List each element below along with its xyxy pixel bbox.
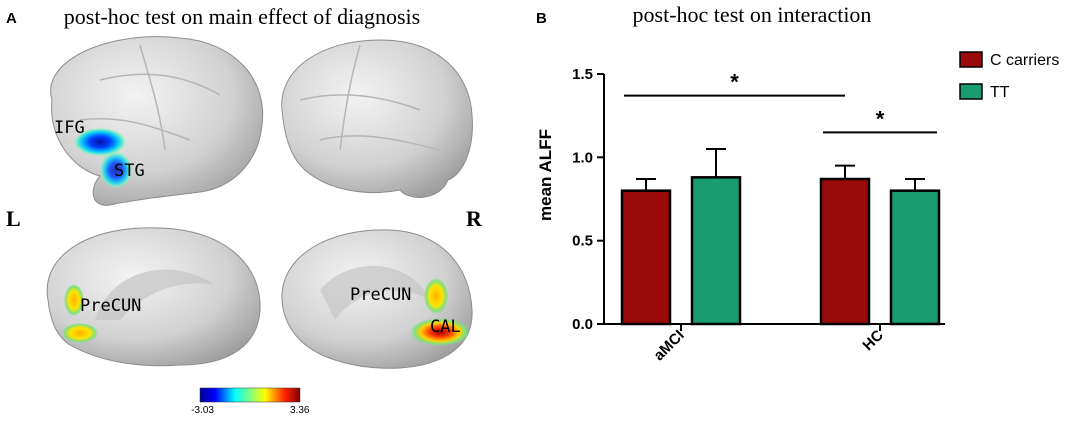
region-label-ifg: IFG bbox=[54, 118, 85, 138]
y-tick-label: 1.5 bbox=[572, 66, 593, 83]
region-label-cal: CAL bbox=[430, 317, 461, 337]
legend: C carriers TT bbox=[959, 51, 1059, 101]
plot-area: 0.0 0.5 1.0 1.5 aMCI HC * * bbox=[572, 66, 945, 364]
brain-left-lateral: IFG STG bbox=[50, 36, 264, 206]
legend-item-tt: TT bbox=[959, 83, 1010, 101]
panel-a-title: post-hoc test on main effect of diagnosi… bbox=[64, 4, 420, 29]
bar bbox=[690, 176, 742, 326]
chart-title: post-hoc test on interaction bbox=[633, 2, 872, 27]
legend-swatch-c-carriers bbox=[959, 51, 983, 68]
colorbar-min-label: -3.03 bbox=[191, 405, 214, 416]
hemisphere-right-label: R bbox=[466, 206, 483, 231]
panel-a-letter: A bbox=[6, 10, 17, 27]
x-tick-label: HC bbox=[859, 327, 886, 354]
bar bbox=[620, 189, 672, 326]
y-tick-label: 1.0 bbox=[572, 149, 593, 166]
brain-left-medial: PreCUN bbox=[46, 227, 261, 367]
panel-a: A post-hoc test on main effect of diagno… bbox=[6, 4, 483, 416]
brain-right-lateral bbox=[281, 39, 473, 198]
colorbar: -3.03 3.36 bbox=[191, 387, 310, 416]
legend-item-c-carriers: C carriers bbox=[959, 51, 1059, 69]
bar bbox=[889, 189, 941, 326]
legend-label-tt: TT bbox=[990, 84, 1010, 101]
region-label-precun-left: PreCUN bbox=[80, 296, 141, 316]
significance-star: * bbox=[730, 70, 739, 95]
panel-b-letter: B bbox=[536, 10, 547, 27]
legend-swatch-tt bbox=[959, 83, 983, 100]
region-label-precun-right: PreCUN bbox=[350, 285, 411, 305]
bar bbox=[819, 177, 871, 326]
brain-right-medial: PreCUN CAL bbox=[281, 229, 473, 369]
y-tick-label: 0.5 bbox=[572, 233, 593, 250]
region-label-stg: STG bbox=[114, 161, 145, 181]
y-axis-label: mean ALFF bbox=[536, 129, 555, 221]
hemisphere-left-label: L bbox=[6, 206, 21, 231]
x-tick-label: aMCI bbox=[650, 327, 687, 364]
panel-b: B post-hoc test on interaction mean ALFF… bbox=[536, 2, 1059, 364]
colorbar-max-label: 3.36 bbox=[290, 405, 310, 416]
y-tick-label: 0.0 bbox=[572, 316, 593, 333]
significance-star: * bbox=[876, 106, 885, 131]
legend-label-c-carriers: C carriers bbox=[990, 52, 1059, 69]
